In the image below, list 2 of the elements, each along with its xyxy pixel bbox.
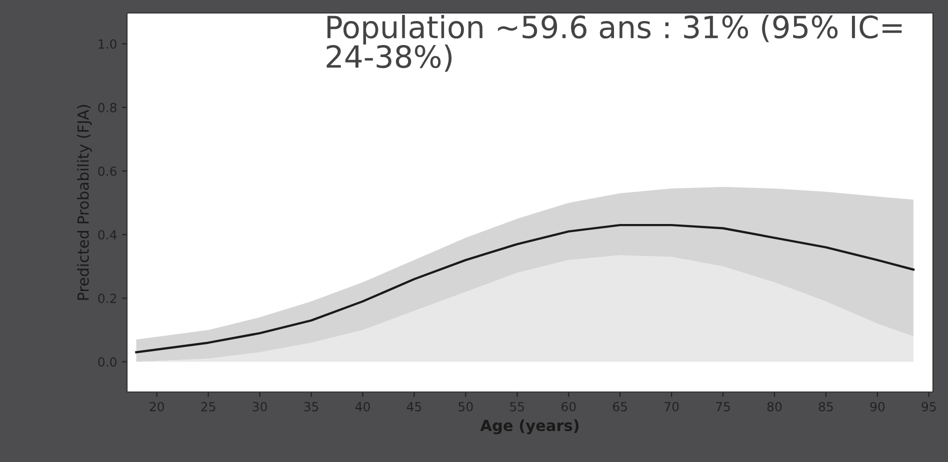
- annotation: Population ~59.6 ans : 31% (95% IC= 24-38%): [326, 14, 902, 72]
- line-series: [135, 224, 915, 354]
